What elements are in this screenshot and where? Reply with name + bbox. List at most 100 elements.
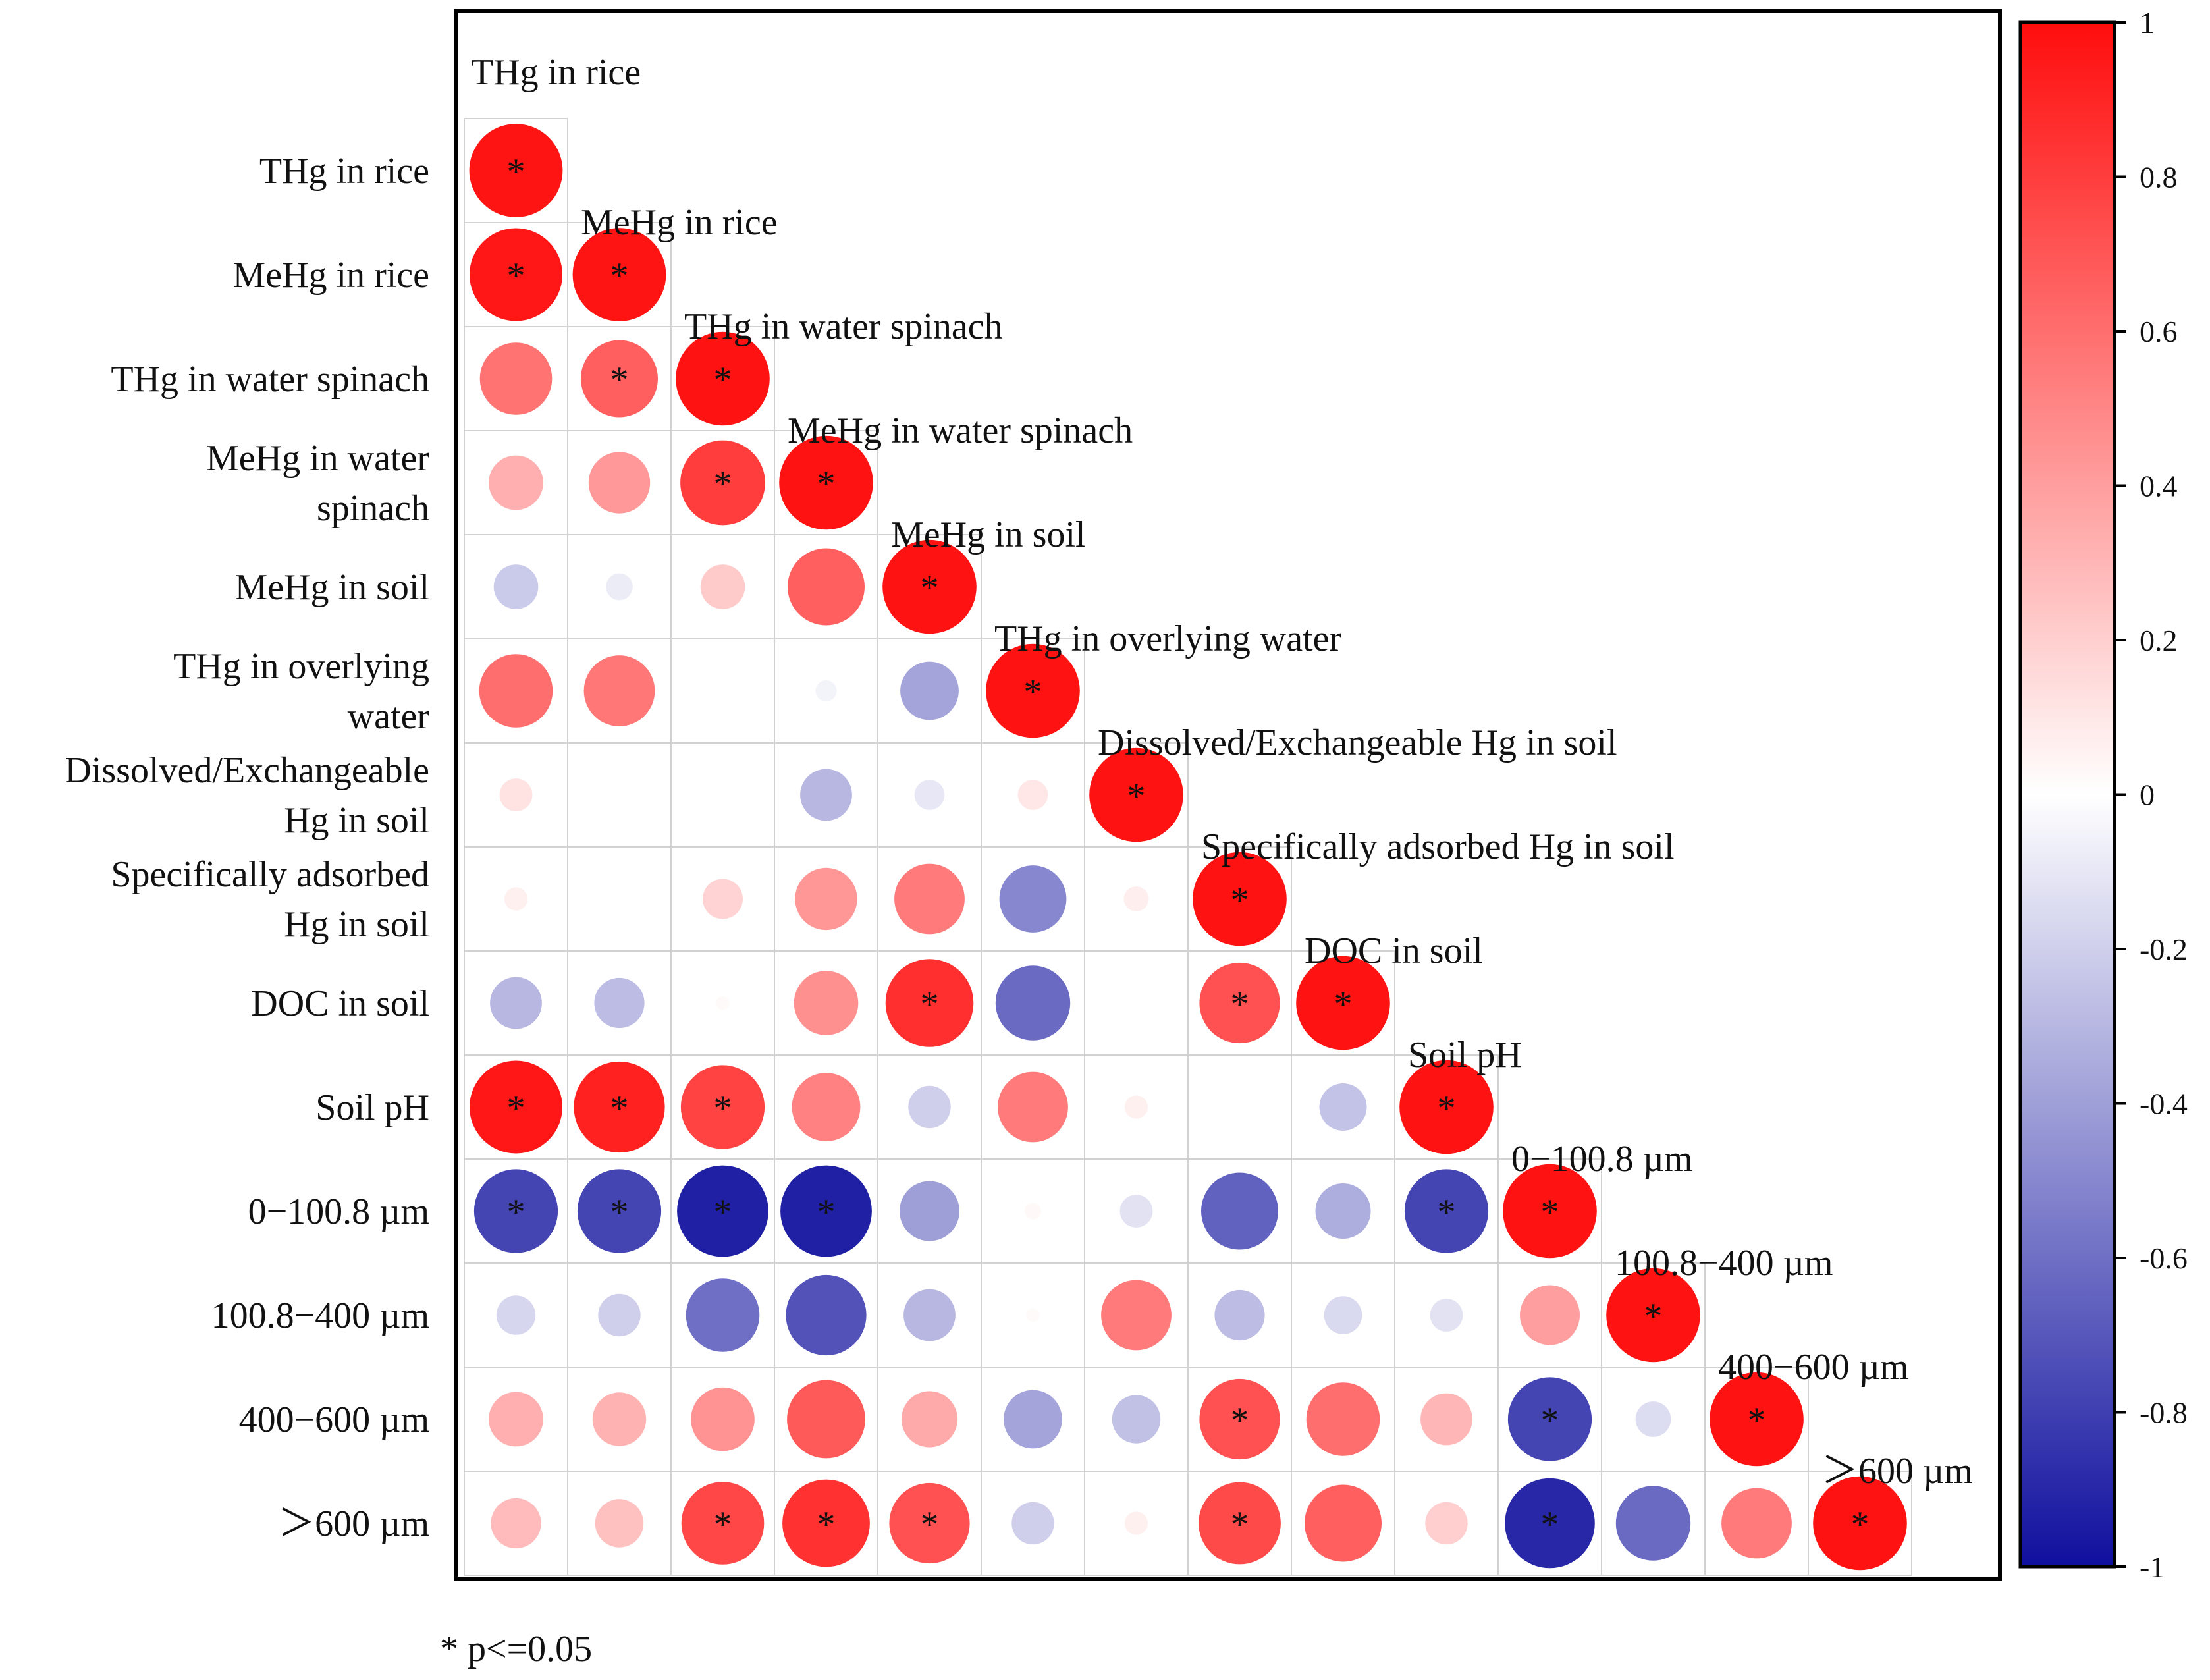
corr-circle-10-5: [1025, 1203, 1041, 1220]
cell-5-2: [670, 638, 775, 744]
corr-circle-10-9: [1404, 1169, 1489, 1253]
corr-circle-11-2: [686, 1278, 760, 1352]
corr-circle-5-1: [583, 655, 655, 726]
sig-star-10-2: *: [714, 1192, 732, 1233]
corr-circle-6-5: [1017, 780, 1048, 810]
sig-star-13-2: *: [714, 1504, 732, 1545]
row-label-600-m-13: ＞600 µm: [278, 1504, 429, 1544]
cell-7-1: [567, 846, 672, 952]
row-label-thg-in-overlying-water-5-line1: THg in overlying: [173, 646, 429, 687]
corr-circle-11-1: [598, 1293, 641, 1337]
corr-circle-12-7: [1199, 1378, 1280, 1460]
corr-circle-8-4: [885, 959, 974, 1047]
colorbar-tick-label-3: 0.4: [2140, 470, 2178, 503]
colorbar-tick-label-4: 0.2: [2140, 624, 2178, 657]
corr-circle-1-1: [572, 228, 666, 321]
sig-star-10-9: *: [1438, 1192, 1456, 1233]
col-label-thg-in-water-spinach-2: THg in water spinach: [684, 306, 1003, 347]
sig-star-3-3: *: [817, 464, 836, 504]
col-label-thg-in-rice-0: THg in rice: [471, 52, 641, 93]
corr-circle-13-10: [1505, 1478, 1595, 1569]
corr-circle-13-1: [595, 1499, 644, 1548]
colorbar-tick-label-0: 1: [2140, 6, 2155, 40]
corr-circle-3-2: [680, 440, 765, 526]
row-label-specifically-adsorbed-hg-in-soil-7-line2: Hg in soil: [284, 904, 429, 945]
corr-circle-9-2: [680, 1065, 765, 1149]
corr-circle-12-0: [489, 1392, 543, 1447]
corr-circle-8-5: [995, 965, 1071, 1041]
corr-circle-9-8: [1319, 1083, 1367, 1131]
colorbar-tick-label-5: 0: [2140, 778, 2155, 812]
corr-circle-13-0: [491, 1498, 541, 1549]
corr-circle-9-6: [1124, 1095, 1148, 1119]
sig-star-13-7: *: [1231, 1504, 1249, 1545]
cell-13-13: [1808, 1471, 1912, 1576]
cell-grid: [464, 118, 1912, 1576]
corr-circle-7-2: [703, 879, 743, 919]
sig-star-8-7: *: [1231, 984, 1249, 1025]
corr-circle-12-12: [1710, 1372, 1804, 1467]
corr-circle-13-7: [1199, 1482, 1281, 1565]
corr-circle-13-3: [782, 1479, 870, 1567]
colorbar-tick-label-10: -1: [2140, 1550, 2165, 1584]
sig-star-13-13: *: [1851, 1504, 1870, 1545]
corr-circle-7-4: [894, 863, 965, 935]
corr-circle-0-0: [469, 124, 563, 217]
corr-circle-2-0: [479, 342, 552, 415]
cell-9-7: [1187, 1054, 1292, 1160]
corr-circle-8-0: [490, 977, 542, 1029]
corr-circle-8-2: [716, 996, 730, 1010]
row-label-mehg-in-water-spinach-3-line2: spinach: [317, 488, 429, 529]
sig-star-12-12: *: [1748, 1400, 1766, 1441]
colorbar-tick-label-2: 0.6: [2140, 315, 2178, 348]
corr-circle-12-11: [1635, 1401, 1671, 1437]
corr-circle-8-1: [594, 977, 645, 1029]
colorbar-tick-label-9: -0.8: [2140, 1396, 2188, 1430]
corr-circle-12-3: [787, 1380, 865, 1459]
row-label-400-600-m-12: 400−600 µm: [239, 1399, 429, 1440]
sig-star-1-1: *: [610, 256, 629, 296]
sig-star-11-11: *: [1644, 1296, 1663, 1337]
corr-circle-5-3: [815, 680, 837, 702]
sig-star-1-0: *: [507, 256, 526, 296]
row-labels: THg in rice MeHg in rice THg in water spin…: [65, 151, 429, 1544]
corr-circle-12-1: [592, 1392, 647, 1446]
corr-circle-8-8: [1296, 956, 1390, 1050]
sig-star-13-3: *: [817, 1504, 836, 1545]
corr-circle-10-6: [1119, 1195, 1153, 1228]
corr-circle-10-0: [473, 1169, 558, 1253]
corr-circle-3-0: [489, 455, 543, 510]
corr-circle-9-5: [998, 1071, 1068, 1143]
corr-circle-2-1: [581, 340, 658, 418]
corr-circle-11-4: [903, 1289, 956, 1341]
corr-circle-13-13: [1813, 1476, 1907, 1571]
corr-circle-11-5: [1026, 1308, 1040, 1322]
sig-star-8-4: *: [921, 984, 939, 1025]
sig-star-6-6: *: [1127, 776, 1146, 817]
corr-circle-9-3: [792, 1073, 861, 1141]
col-label-600-m-13: ＞600 µm: [1821, 1451, 1973, 1492]
corr-circle-10-10: [1503, 1164, 1597, 1259]
corr-circle-11-10: [1520, 1285, 1580, 1345]
col-label-400-600-m-12: 400−600 µm: [1718, 1347, 1908, 1388]
sig-star-12-10: *: [1541, 1400, 1559, 1441]
corr-circle-12-4: [901, 1391, 958, 1448]
corr-circle-8-3: [794, 971, 859, 1035]
corr-circle-4-1: [606, 573, 633, 601]
corr-circle-11-3: [786, 1274, 867, 1356]
corr-circle-12-6: [1112, 1395, 1161, 1444]
corr-circle-10-3: [780, 1165, 872, 1257]
corr-circle-7-6: [1123, 886, 1149, 911]
corr-circle-10-7: [1201, 1172, 1278, 1250]
corr-circle-13-9: [1425, 1502, 1468, 1545]
sig-star-9-1: *: [610, 1088, 629, 1129]
col-label-mehg-in-rice-1: MeHg in rice: [581, 202, 778, 243]
col-label-thg-in-overlying-water-5: THg in overlying water: [994, 618, 1342, 659]
colorbar-tick-label-1: 0.8: [2140, 161, 2178, 194]
colorbar-tick-label-7: -0.4: [2140, 1087, 2188, 1121]
corr-circle-11-11: [1606, 1268, 1700, 1363]
corr-circle-12-5: [1004, 1390, 1062, 1449]
corr-circle-5-5: [986, 643, 1080, 738]
corr-circle-8-7: [1199, 962, 1280, 1044]
